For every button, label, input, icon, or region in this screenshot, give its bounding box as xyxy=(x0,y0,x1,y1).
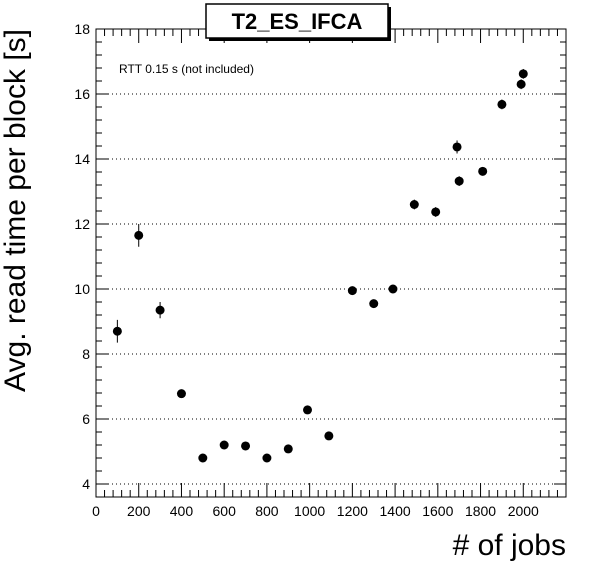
x-tick-label: 1200 xyxy=(337,503,368,519)
chart-title: T2_ES_IFCA xyxy=(232,9,363,34)
data-point xyxy=(409,200,419,209)
x-tick-label: 400 xyxy=(170,503,194,519)
data-point xyxy=(134,230,144,240)
data-points xyxy=(112,68,528,463)
x-tick-label: 1600 xyxy=(422,503,453,519)
data-point xyxy=(283,444,293,454)
x-tick-label: 800 xyxy=(255,503,279,519)
data-point xyxy=(347,286,357,296)
plot-frame xyxy=(95,28,567,498)
data-point xyxy=(303,405,312,415)
data-point xyxy=(518,69,528,79)
data-point xyxy=(241,441,251,451)
data-point xyxy=(452,142,462,152)
y-tick-label: 14 xyxy=(74,151,90,167)
y-tick-label: 16 xyxy=(74,86,90,102)
data-point xyxy=(198,453,208,463)
x-tick-label: 2000 xyxy=(508,503,539,519)
data-point xyxy=(324,431,334,441)
data-point xyxy=(262,453,272,463)
x-axis-title: # of jobs xyxy=(453,529,566,562)
y-tick-label: 4 xyxy=(82,476,90,492)
x-tick-label: 1800 xyxy=(465,503,496,519)
y-tick-label: 10 xyxy=(74,281,90,297)
data-point xyxy=(219,440,229,450)
y-tick-label: 18 xyxy=(74,21,90,37)
data-point xyxy=(112,326,122,336)
data-point xyxy=(497,99,507,109)
data-point xyxy=(516,79,526,89)
data-point xyxy=(155,305,165,315)
axis-ticks: 4 6 8 10 12 14 16 18 0 200 400 600 800 1000 1200 1400 16… xyxy=(74,21,566,519)
data-point xyxy=(454,176,464,186)
annotation-text: RTT 0.15 s (not included) xyxy=(119,62,254,76)
x-tick-label: 600 xyxy=(213,503,237,519)
grid-lines xyxy=(96,28,566,485)
y-axis-title: Avg. read time per block [s] xyxy=(0,29,32,392)
y-tick-label: 6 xyxy=(82,411,90,427)
data-point xyxy=(388,284,398,294)
data-point xyxy=(369,299,379,309)
y-tick-label: 12 xyxy=(74,216,90,232)
data-point xyxy=(431,207,441,217)
title-box xyxy=(205,3,389,39)
y-tick-label: 8 xyxy=(82,346,90,362)
data-point xyxy=(176,389,186,399)
x-tick-label: 0 xyxy=(92,503,100,519)
x-tick-label: 1000 xyxy=(294,503,325,519)
x-tick-label: 200 xyxy=(127,503,151,519)
data-point xyxy=(478,166,488,176)
x-tick-label: 1400 xyxy=(380,503,411,519)
